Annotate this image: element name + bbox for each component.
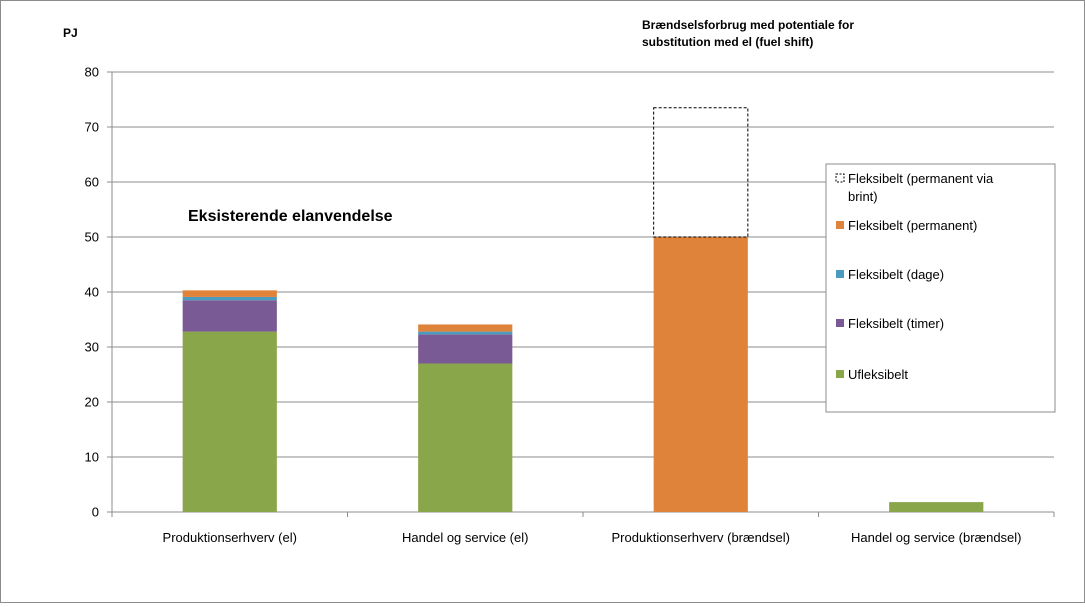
legend-label-line: brint) [848, 189, 878, 204]
annotation-existing-usage: Eksisterende elanvendelse [188, 208, 393, 225]
annotation-line: Brændselsforbrug med potentiale for [642, 18, 854, 32]
bar-segment [418, 334, 513, 364]
bar-segment [182, 296, 277, 301]
y-tick-label: 60 [85, 175, 99, 190]
bar-segment [418, 363, 513, 512]
y-tick-label: 50 [85, 230, 99, 245]
y-tick-label: 40 [85, 285, 99, 300]
legend-box [825, 163, 1056, 413]
x-category-label: Produktionserhverv (el) [163, 530, 297, 545]
x-category-label: Handel og service (brændsel) [851, 530, 1022, 545]
legend-label: Fleksibelt (timer) [848, 316, 944, 331]
legend: Fleksibelt (permanent via brint)Fleksibel… [825, 163, 1056, 413]
bar-segment [889, 502, 984, 512]
legend-label-line: Fleksibelt (permanent via [848, 171, 994, 186]
legend-swatch [836, 319, 844, 327]
bars-layer [182, 107, 984, 512]
y-tick-label: 30 [85, 340, 99, 355]
bar-segment [182, 331, 277, 512]
bar-segment [418, 324, 513, 332]
legend-items: Fleksibelt (permanent via brint)Fleksibel… [835, 171, 994, 382]
labels-layer: 0 10 20 30 40 50 60 70 80 Produktionserhverv (el)… [85, 65, 1022, 546]
bar-segment [653, 107, 749, 238]
x-category-label: Handel og service (el) [402, 530, 528, 545]
legend-swatch [836, 370, 844, 378]
bar-segment [653, 237, 748, 512]
annotation-fuel-shift: Brændselsforbrug med potentiale for subst… [642, 18, 854, 49]
x-category-label: Produktionserhverv (brændsel) [612, 530, 790, 545]
bar-segment [182, 290, 277, 297]
legend-label: Fleksibelt (permanent via brint) [848, 171, 994, 204]
y-tick-label: 0 [92, 505, 99, 520]
legend-swatch [835, 173, 845, 183]
y-axis-unit-label: PJ [63, 26, 78, 40]
bar-segment [418, 331, 513, 335]
legend-label: Ufleksibelt [848, 367, 908, 382]
y-tick-label: 70 [85, 120, 99, 135]
y-tick-label: 10 [85, 450, 99, 465]
legend-swatch [836, 270, 844, 278]
legend-label: Fleksibelt (permanent) [848, 218, 977, 233]
bar-segment [182, 300, 277, 332]
legend-swatch [836, 221, 844, 229]
y-tick-label: 80 [85, 65, 99, 80]
legend-label: Fleksibelt (dage) [848, 267, 944, 282]
annotation-line: substitution med el (fuel shift) [642, 35, 813, 49]
y-tick-label: 20 [85, 395, 99, 410]
